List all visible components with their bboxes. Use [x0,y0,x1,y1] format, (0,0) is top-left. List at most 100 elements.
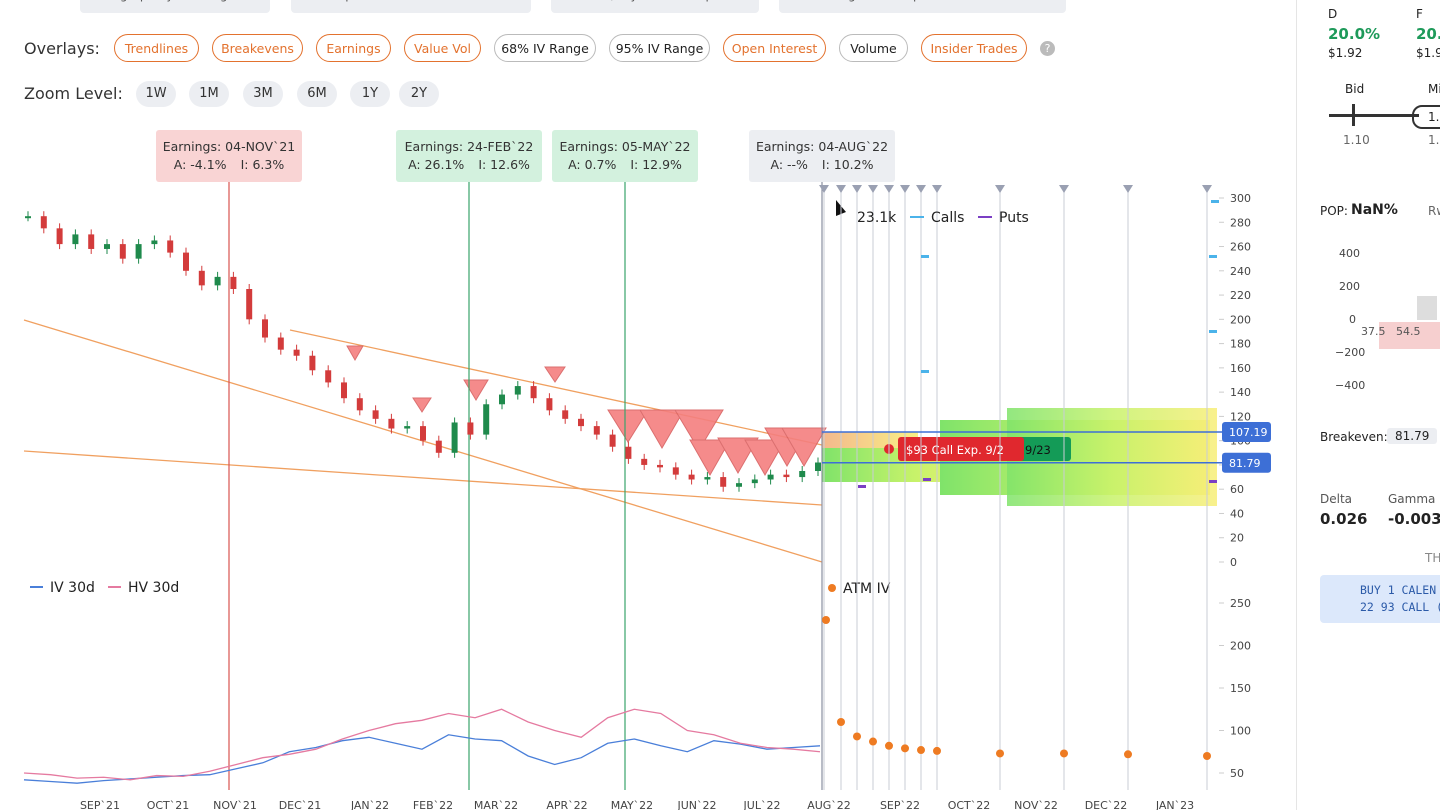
price-tag-label: 81.79 [1229,457,1261,470]
overlay-button[interactable]: Open Interest [723,34,826,62]
panel-text: POP: [1320,204,1348,218]
atm-point [822,616,830,624]
candle [499,394,505,405]
atm-point [901,744,909,753]
candle [25,216,31,219]
overlay-button[interactable]: Volume [839,34,908,62]
atm-point [1060,749,1068,758]
earnings-actual: A: 26.1% [408,157,465,172]
oi-bar [1211,200,1219,203]
panel-text: 1.6 [1428,133,1440,147]
earnings-implied: I: 12.6% [478,157,530,172]
panel-text: 22 93 CALL ( [1360,600,1440,614]
overlay-button[interactable]: 95% IV Range [609,34,710,62]
chart: $93 Call Exp. 9/2 9/23 ATM IV 0204060801… [23,182,1271,810]
candle [119,244,126,259]
overlay-button[interactable]: Value Vol [404,34,481,62]
panel-text: $1.92 [1328,46,1363,60]
atm-point [837,718,845,726]
panel-text: $1.9 [1416,46,1440,60]
zoom-button[interactable]: 1M [189,81,229,107]
atm-point [933,746,941,755]
panel-text: 20.6 [1416,25,1440,43]
panel-text: 0.026 [1320,510,1368,528]
overlay-button[interactable]: Insider Trades [921,34,1027,62]
expiration-marker [852,185,862,193]
atm-point [917,746,925,755]
hint: sell/buy the call or put. [551,0,759,13]
slider-track [1329,114,1419,117]
zoom-label: Zoom Level: [24,84,123,103]
overlay-button[interactable]: Breakevens [212,34,303,62]
legend-label: HV 30d [128,580,179,596]
candle [672,467,679,475]
y-tick-label: 120 [1230,410,1251,423]
candle [799,471,806,478]
x-tick-label: FEB`22 [413,799,453,810]
panel-text: F [1416,7,1423,21]
y-tick-label: 160 [1230,362,1251,375]
y-tick-label: 260 [1230,241,1251,254]
price-tag-label: 107.19 [1229,426,1268,439]
panel-text: Delta [1320,492,1353,506]
oi-bar [921,370,929,373]
candle [767,474,774,480]
zoom-button[interactable]: 6M [297,81,337,107]
candle [736,483,742,487]
panel-text: D [1328,7,1338,21]
earnings-actual: A: --% [770,157,808,172]
x-tick-label: JUN`22 [676,799,716,810]
overlays-label: Overlays: [24,39,100,58]
candle [562,410,569,419]
overlay-button[interactable]: Trendlines [114,34,199,62]
panel-text: 37.5 [1361,325,1386,338]
candle [262,319,268,338]
zoom-button[interactable]: 2Y [399,81,439,107]
trade-pill [898,437,1024,461]
candle [88,234,95,249]
mid-input[interactable]: 1.6 [1412,105,1440,129]
earnings-row: A: -4.1% I: 6.3% [156,156,302,174]
x-tick-label: OCT`22 [948,799,991,810]
candle [546,398,553,411]
candle [530,386,537,399]
atm-point [1124,750,1132,759]
earnings-box: Earnings: 04-NOV`21 A: -4.1% I: 6.3% [156,130,302,182]
panel-text: -0.003 [1388,510,1440,528]
x-tick-label: SEP`22 [880,799,920,810]
zoom-button[interactable]: 1W [136,81,176,107]
candle [641,458,648,465]
x-tick-label: DEC`22 [1085,799,1128,810]
panel-text: BUY 1 CALEN [1360,583,1437,597]
oi-bar [921,255,929,258]
iv-line [23,708,821,781]
candle [293,349,300,356]
panel-text: 81.79 [1387,428,1438,444]
expiration-marker [1202,185,1212,193]
price-tag [1222,421,1271,442]
zoom-button[interactable]: 1Y [350,81,390,107]
overlay-button[interactable]: 68% IV Range [494,34,596,62]
trade-label-2: 9/23 [1025,443,1051,457]
expiration-marker [884,185,894,193]
candle [40,216,47,229]
candle [657,464,663,468]
panel-text: Rw [1428,204,1440,218]
slider-handle [1352,104,1355,126]
panel-text: 200 [1339,280,1360,293]
x-tick-label: MAR`22 [474,799,518,810]
order-box [1320,575,1440,623]
x-tick-label: APR`22 [546,799,587,810]
earnings-actual: A: 0.7% [568,157,617,172]
candle [104,244,110,249]
overlay-button[interactable]: Earnings [316,34,391,62]
atm-point [869,737,877,746]
candle [483,404,490,435]
panel-text: Bid [1345,82,1365,96]
candle [167,240,174,253]
zoom-button[interactable]: 3M [243,81,283,107]
candle [514,386,521,395]
earnings-title: Earnings: 04-AUG`22 [755,139,889,154]
candle [277,337,284,350]
